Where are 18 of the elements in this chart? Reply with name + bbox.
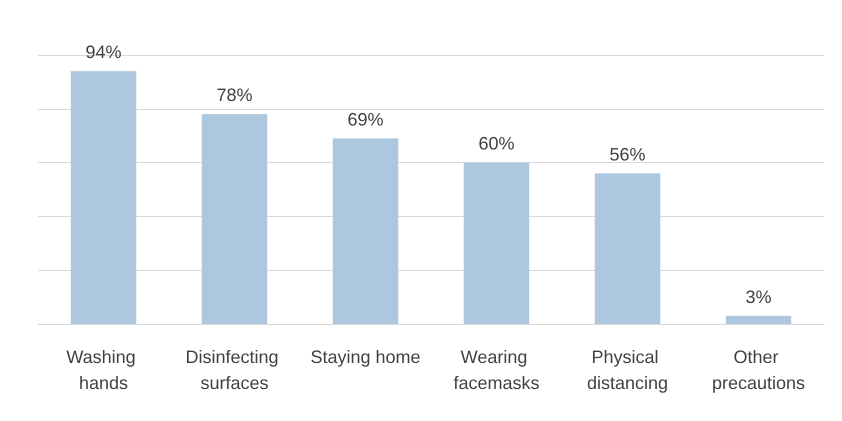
x-tick-label: Physical distancing <box>586 347 668 393</box>
bar <box>332 138 398 324</box>
x-tick-label: Disinfecting surfaces <box>185 347 284 393</box>
bar <box>594 173 660 324</box>
bar <box>726 316 792 324</box>
x-tick-label: Staying home <box>310 347 421 367</box>
bar <box>202 114 268 324</box>
data-label: 94% <box>85 42 122 62</box>
data-label: 60% <box>478 134 515 154</box>
bar <box>70 71 136 324</box>
x-tick-label: Washing hands <box>66 347 141 393</box>
x-tick-label: Wearing facemasks <box>453 347 540 393</box>
bar <box>464 162 530 324</box>
data-label: 69% <box>347 109 384 130</box>
data-label: 3% <box>745 286 772 307</box>
data-label: 78% <box>216 85 253 106</box>
data-label: 56% <box>609 144 646 164</box>
x-tick-label: Other precautions <box>712 347 806 393</box>
